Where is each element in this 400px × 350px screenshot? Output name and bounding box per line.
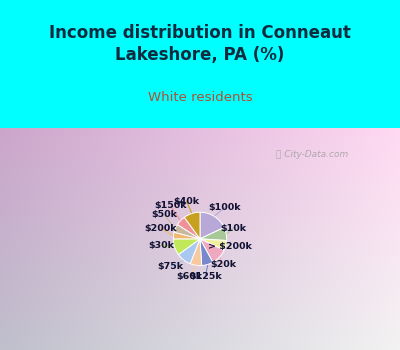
Wedge shape	[178, 239, 200, 264]
Text: White residents: White residents	[148, 91, 252, 104]
Text: $20k: $20k	[210, 260, 236, 269]
Wedge shape	[200, 239, 227, 250]
Text: ⓘ City-Data.com: ⓘ City-Data.com	[276, 150, 348, 159]
Wedge shape	[200, 212, 224, 239]
Wedge shape	[178, 217, 200, 239]
Wedge shape	[173, 239, 200, 254]
Text: $60k: $60k	[176, 272, 202, 281]
Text: $125k: $125k	[189, 272, 222, 281]
Wedge shape	[173, 232, 200, 239]
Wedge shape	[174, 225, 200, 239]
Text: $30k: $30k	[149, 240, 175, 250]
Wedge shape	[200, 239, 213, 266]
Text: $50k: $50k	[152, 210, 178, 219]
Wedge shape	[200, 228, 227, 240]
Text: Income distribution in Conneaut
Lakeshore, PA (%): Income distribution in Conneaut Lakeshor…	[49, 24, 351, 64]
Text: $10k: $10k	[220, 224, 246, 233]
Wedge shape	[200, 239, 224, 262]
Wedge shape	[190, 239, 202, 266]
Text: $40k: $40k	[174, 197, 200, 206]
Text: $200k: $200k	[144, 224, 177, 233]
Text: $75k: $75k	[158, 262, 184, 271]
Text: $150k: $150k	[154, 202, 187, 210]
Text: > $200k: > $200k	[208, 243, 252, 251]
Text: $100k: $100k	[208, 203, 241, 212]
Wedge shape	[184, 212, 200, 239]
